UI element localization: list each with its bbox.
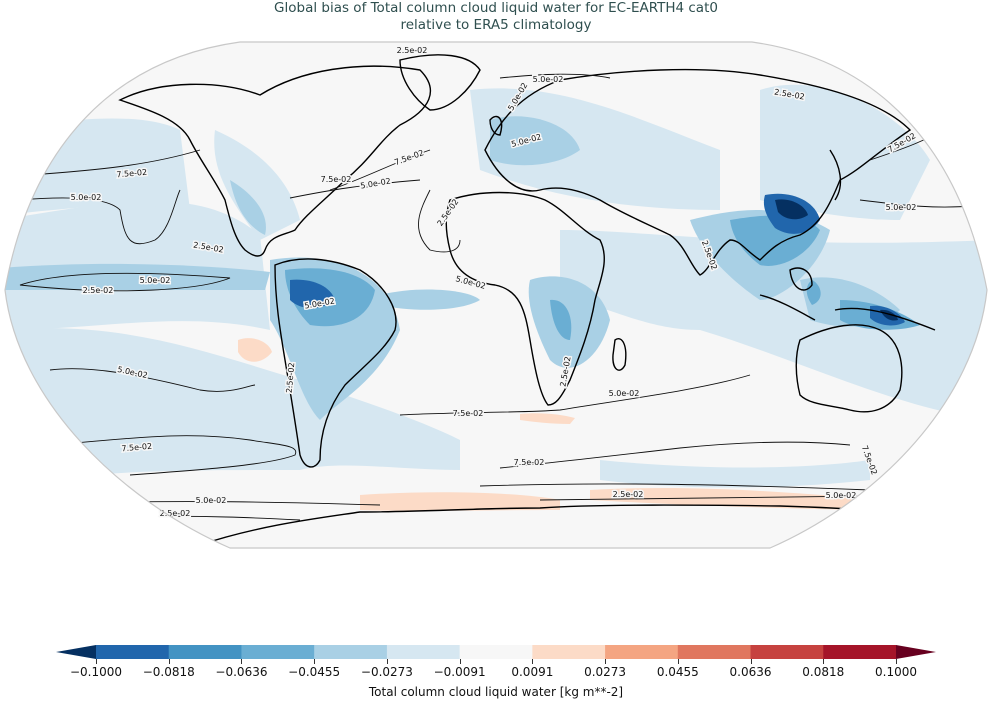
colorbar-label: Total column cloud liquid water [kg m**-…: [368, 685, 624, 699]
contour-label: 7.5e-02: [321, 175, 352, 184]
colorbar-tick-mark: [750, 659, 752, 664]
colorbar-tick-mark: [823, 659, 825, 664]
contour-label-halo: 2.5e-02: [285, 362, 297, 393]
colorbar-tick-label: −0.0273: [360, 665, 413, 679]
contour-label: 7.5e-02: [116, 168, 147, 180]
colorbar-bin: [459, 645, 533, 659]
colorbar-tick-mark: [532, 659, 534, 664]
bias-field: [5, 84, 987, 511]
colorbar-tick-label: −0.1000: [69, 665, 123, 679]
world-map: 2.5e-02 2.5e-02 5.0e-02 5.0e-02 7.5e-02 7.5e-…: [4, 41, 988, 549]
colorbar-bin: [386, 645, 461, 659]
colorbar-bin: [677, 645, 752, 659]
contour-label-halo: 2.5e-02: [613, 490, 644, 499]
colorbar-tick-mark: [96, 659, 97, 664]
contour-label: 2.5e-02: [397, 46, 428, 55]
colorbar-tick-label: −0.0091: [433, 665, 486, 679]
contour-label: 5.0e-02: [533, 75, 564, 84]
colorbar-tick-mark: [241, 659, 243, 664]
colorbar-tick-label: 0.0818: [802, 665, 845, 679]
colorbar-bin: [532, 645, 606, 659]
chart-title: Global bias of Total column cloud liquid…: [0, 0, 992, 34]
contour-label-halo: 2.5e-02: [83, 286, 114, 295]
contour-label-halo: 2.5e-02: [397, 46, 428, 55]
contour-label: 2.5e-02: [160, 509, 191, 518]
climatology-contours: [19, 73, 981, 521]
contour-label: 2.5e-02: [83, 286, 114, 295]
colorbar-tick-label: −0.0818: [142, 665, 195, 679]
contour-label: 5.0e-02: [71, 193, 102, 202]
contour-label: 5.0e-02: [826, 491, 857, 500]
chart-title-line2: relative to ERA5 climatology: [400, 17, 592, 33]
colorbar-bin: [605, 645, 679, 659]
colorbar-bin: [96, 645, 170, 659]
contour-label: 7.5e-02: [121, 442, 152, 454]
colorbar-tick-label: 0.1000: [875, 665, 917, 679]
colorbar-bin: [823, 645, 897, 659]
colorbar-bin: [241, 645, 315, 659]
colorbar-over-arrow: [896, 645, 936, 659]
contour-label-halo: 7.5e-02: [116, 168, 147, 180]
colorbar-tick-mark: [459, 659, 461, 664]
contour-label: 7.5e-02: [453, 409, 484, 418]
contour-label: 5.0e-02: [196, 496, 227, 505]
colorbar-tick-mark: [168, 659, 170, 664]
contour-label: 5.0e-02: [886, 203, 917, 212]
contour-label-halo: 7.5e-02: [514, 458, 545, 467]
colorbar-bin: [168, 645, 242, 659]
colorbar-tick-label: 0.0091: [511, 665, 554, 679]
colorbar-tick-mark: [605, 659, 607, 664]
colorbar-ticks: −0.1000 −0.0818 −0.0636 −0.0455 −0.0273 −0.00…: [0, 665, 992, 685]
contour-label-halo: 5.0e-02: [826, 491, 857, 500]
contour-label-halo: 5.0e-02: [609, 389, 640, 398]
map-border: [4, 41, 988, 549]
contour-label-halo: 5.0e-02: [71, 193, 102, 202]
contour-label: 2.5e-02: [285, 362, 297, 393]
colorbar-tick-label: −0.0636: [215, 665, 268, 679]
contour-label: 5.0e-02: [140, 276, 171, 285]
contour-label-halo: 7.5e-02: [321, 175, 352, 184]
contour-label-halo: 7.5e-02: [453, 409, 484, 418]
contour-label-halo: 2.5e-02: [160, 509, 191, 518]
colorbar-tick-mark: [386, 659, 388, 664]
colorbar-tick-label: 0.0636: [729, 665, 772, 679]
colorbar-tick-label: 0.0455: [656, 665, 699, 679]
contour-label: 5.0e-02: [609, 389, 640, 398]
colorbar-tick-mark: [677, 659, 679, 664]
colorbar-bin: [314, 645, 388, 659]
bias-light-positive: [238, 338, 860, 511]
colorbar-under-arrow: [56, 645, 96, 659]
contour-label-halo: 7.5e-02: [121, 442, 152, 454]
colorbar-tick-label: 0.0273: [584, 665, 627, 679]
colorbar: [56, 645, 936, 659]
colorbar-tick-mark: [314, 659, 316, 664]
contour-label: 7.5e-02: [514, 458, 545, 467]
colorbar-tick-label: −0.0455: [288, 665, 341, 679]
contour-label-halo: 5.0e-02: [196, 496, 227, 505]
chart-title-line1: Global bias of Total column cloud liquid…: [274, 0, 718, 16]
contour-label-halo: 5.0e-02: [886, 203, 917, 212]
contour-label: 2.5e-02: [613, 490, 644, 499]
coastlines: [118, 54, 961, 546]
contour-label-halo: 5.0e-02: [140, 276, 171, 285]
colorbar-bins: [96, 645, 897, 659]
contour-label-halo: 5.0e-02: [533, 75, 564, 84]
colorbar-bin: [750, 645, 824, 659]
colorbar-tick-mark: [896, 659, 897, 664]
